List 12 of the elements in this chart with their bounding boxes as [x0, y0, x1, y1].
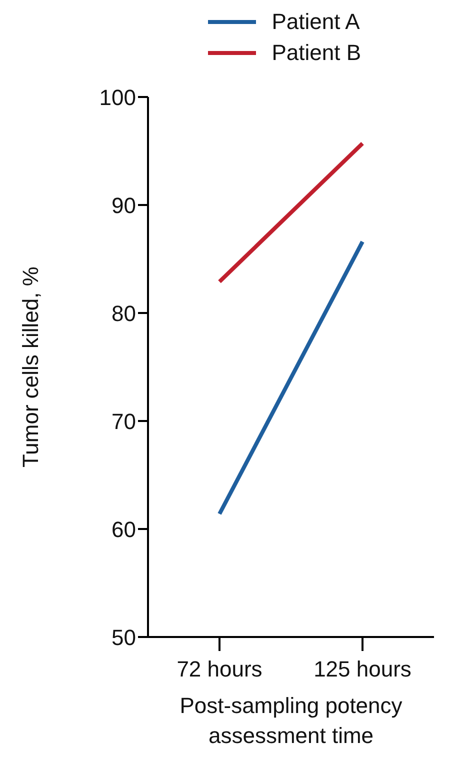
legend-label: Patient A: [272, 8, 360, 34]
x-tick-label: 72 hours: [176, 656, 262, 682]
y-tick-label: 50: [112, 624, 136, 650]
x-axis-title: Post-sampling potency assessment time: [180, 693, 402, 748]
y-tick-label: 100: [99, 84, 136, 110]
y-tick-label: 70: [112, 408, 136, 434]
y-tick-label: 60: [112, 516, 136, 542]
y-tick-label: 90: [112, 192, 136, 218]
legend-label: Patient B: [272, 40, 361, 66]
x-tick-label: 125 hours: [314, 656, 412, 682]
y-tick-label: 80: [112, 300, 136, 326]
y-axis-title: Tumor cells killed, %: [18, 266, 43, 468]
